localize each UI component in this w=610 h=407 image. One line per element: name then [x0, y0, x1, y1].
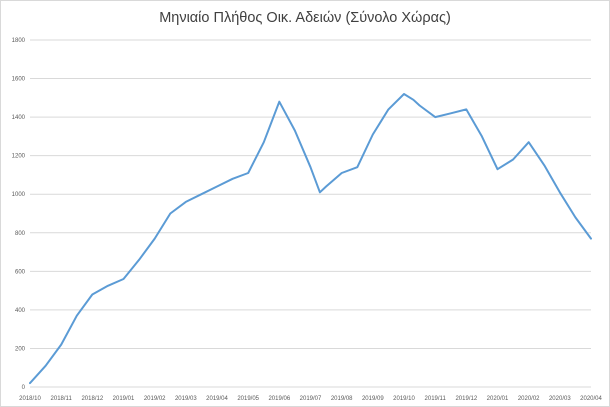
x-tick-label: 2019/04 — [206, 396, 228, 402]
x-tick-label: 2019/08 — [331, 396, 353, 402]
x-tick-label: 2018/10 — [19, 396, 41, 402]
y-tick-label: 0 — [22, 385, 26, 391]
y-tick-label: 1400 — [12, 115, 26, 121]
x-tick-label: 2018/12 — [81, 396, 103, 402]
x-tick-label: 2019/11 — [425, 396, 447, 402]
x-tick-label: 2020/02 — [518, 396, 540, 402]
y-tick-label: 1000 — [12, 192, 26, 198]
x-tick-label: 2019/06 — [268, 396, 290, 402]
x-tick-label: 2020/04 — [580, 396, 602, 402]
x-tick-label: 2019/10 — [393, 396, 415, 402]
y-tick-label: 400 — [15, 308, 26, 314]
x-tick-label: 2019/09 — [362, 396, 384, 402]
x-tick-label: 2019/12 — [455, 396, 477, 402]
x-tick-label: 2019/03 — [175, 396, 197, 402]
x-tick-label: 2019/07 — [300, 396, 322, 402]
y-tick-label: 800 — [15, 231, 26, 237]
y-tick-label: 200 — [15, 346, 26, 352]
x-tick-label: 2019/01 — [113, 396, 135, 402]
x-tick-label: 2020/01 — [487, 396, 509, 402]
y-tick-label: 600 — [15, 269, 26, 275]
series-line-0 — [29, 93, 592, 385]
y-tick-label: 1600 — [12, 77, 26, 83]
x-tick-label: 2019/05 — [237, 396, 259, 402]
y-tick-label: 1200 — [12, 154, 26, 160]
x-tick-label: 2018/11 — [51, 396, 73, 402]
x-tick-label: 2020/03 — [549, 396, 571, 402]
chart-title: Μηνιαίο Πλήθος Οικ. Αδειών (Σύνολο Χώρας… — [159, 10, 451, 26]
y-tick-label: 1800 — [12, 38, 26, 44]
x-tick-label: 2019/02 — [144, 396, 166, 402]
